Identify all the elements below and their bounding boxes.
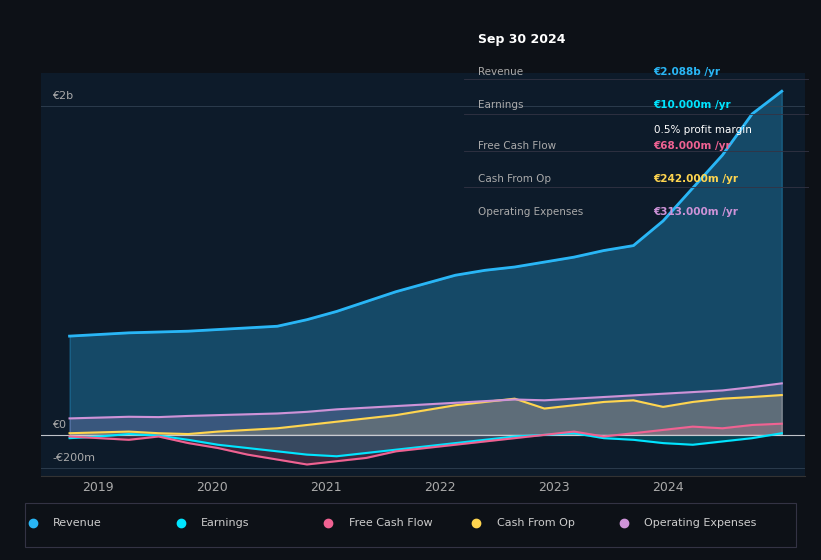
Text: -€200m: -€200m (53, 453, 95, 463)
Text: Operating Expenses: Operating Expenses (478, 207, 583, 217)
Text: €2b: €2b (53, 91, 74, 101)
Text: Revenue: Revenue (53, 518, 102, 528)
Text: Revenue: Revenue (478, 67, 523, 77)
Text: Cash From Op: Cash From Op (478, 174, 551, 184)
Text: 0.5% profit margin: 0.5% profit margin (654, 124, 751, 134)
Text: €0: €0 (53, 420, 67, 430)
Text: Sep 30 2024: Sep 30 2024 (478, 34, 565, 46)
Text: €2.088b /yr: €2.088b /yr (654, 67, 721, 77)
Text: €68.000m /yr: €68.000m /yr (654, 141, 732, 151)
Text: Earnings: Earnings (478, 100, 523, 110)
Text: Operating Expenses: Operating Expenses (644, 518, 757, 528)
Text: Earnings: Earnings (201, 518, 250, 528)
Text: €10.000m /yr: €10.000m /yr (654, 100, 732, 110)
Text: Free Cash Flow: Free Cash Flow (478, 141, 556, 151)
Text: €242.000m /yr: €242.000m /yr (654, 174, 739, 184)
Text: Cash From Op: Cash From Op (497, 518, 575, 528)
Text: €313.000m /yr: €313.000m /yr (654, 207, 738, 217)
Text: Free Cash Flow: Free Cash Flow (349, 518, 433, 528)
